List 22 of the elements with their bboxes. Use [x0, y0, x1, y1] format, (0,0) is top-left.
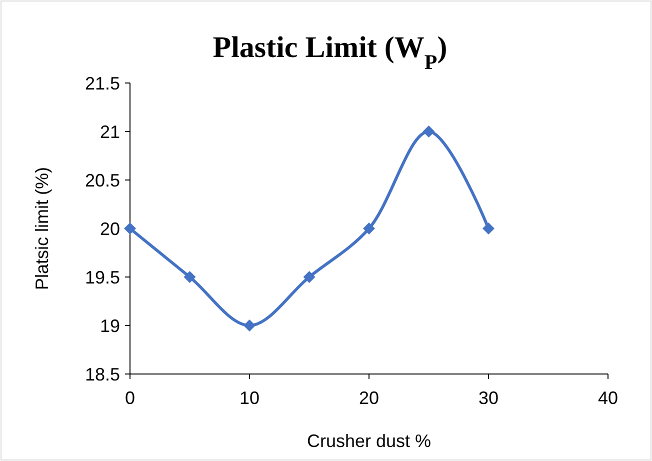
y-tick-label: 18.5 [84, 364, 120, 384]
point [184, 271, 196, 283]
point [124, 222, 136, 234]
x-tick-label: 20 [358, 388, 380, 408]
y-tick-label: 21 [100, 122, 120, 142]
point [422, 126, 435, 138]
y-tick-label: 21.5 [84, 73, 120, 94]
x-axis-title: Crusher dust % [306, 431, 432, 451]
y-tick-label: 19.5 [84, 267, 120, 288]
point [482, 222, 494, 234]
chart-title: Plastic Limit (W$_{P}$) [212, 31, 448, 74]
y-tick-label: 20.5 [84, 170, 120, 190]
point [244, 320, 256, 332]
point [303, 271, 316, 283]
y-tick-label: 19 [100, 316, 120, 336]
y-axis-title: Platsic limit (%) [32, 166, 52, 290]
x-tick-label: 10 [239, 388, 260, 408]
point [363, 222, 375, 234]
x-tick-label: 0 [124, 388, 136, 408]
y-tick-label: 20 [100, 218, 120, 239]
x-tick-label: 30 [478, 388, 499, 408]
x-tick-label: 40 [598, 388, 618, 408]
